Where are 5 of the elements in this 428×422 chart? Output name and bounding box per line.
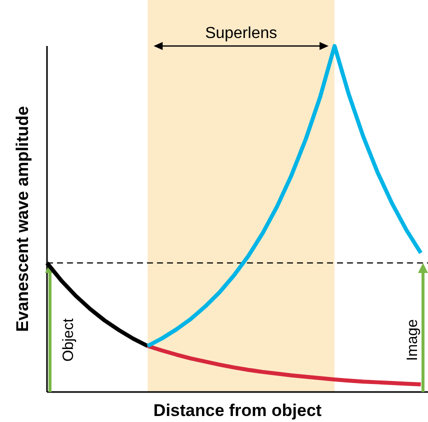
annotation: Image [404, 319, 421, 361]
text: Superlens [205, 25, 278, 42]
y-axis-title: Evanescent wave amplitude [13, 106, 32, 332]
x-axis-title: Distance from object [153, 401, 322, 420]
annotation: Object [60, 317, 77, 362]
